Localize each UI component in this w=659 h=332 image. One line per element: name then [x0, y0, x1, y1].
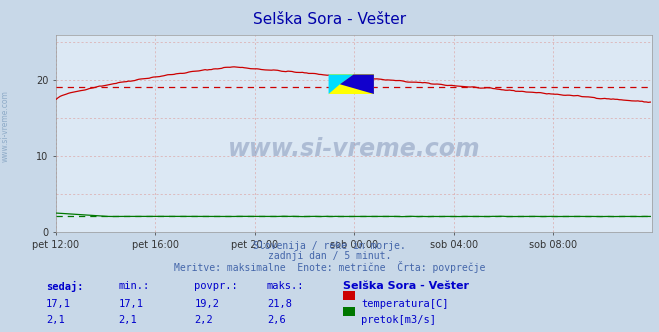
Text: maks.:: maks.: — [267, 281, 304, 290]
Text: 2,1: 2,1 — [46, 315, 65, 325]
Text: min.:: min.: — [119, 281, 150, 290]
Text: zadnji dan / 5 minut.: zadnji dan / 5 minut. — [268, 251, 391, 261]
Text: 21,8: 21,8 — [267, 299, 292, 309]
Text: 2,2: 2,2 — [194, 315, 213, 325]
Text: pretok[m3/s]: pretok[m3/s] — [361, 315, 436, 325]
Polygon shape — [329, 74, 353, 94]
Text: 2,6: 2,6 — [267, 315, 285, 325]
Text: temperatura[C]: temperatura[C] — [361, 299, 449, 309]
Text: 19,2: 19,2 — [194, 299, 219, 309]
Text: Selška Sora - Vešter: Selška Sora - Vešter — [253, 12, 406, 27]
Text: 17,1: 17,1 — [119, 299, 144, 309]
Bar — [329, 74, 374, 94]
Text: www.si-vreme.com: www.si-vreme.com — [228, 137, 480, 161]
Text: www.si-vreme.com: www.si-vreme.com — [1, 90, 10, 162]
Text: 17,1: 17,1 — [46, 299, 71, 309]
Polygon shape — [340, 74, 374, 94]
Text: Meritve: maksimalne  Enote: metrične  Črta: povprečje: Meritve: maksimalne Enote: metrične Črta… — [174, 261, 485, 273]
Text: sedaj:: sedaj: — [46, 281, 84, 291]
Text: Selška Sora - Vešter: Selška Sora - Vešter — [343, 281, 469, 290]
Text: Slovenija / reke in morje.: Slovenija / reke in morje. — [253, 241, 406, 251]
Text: povpr.:: povpr.: — [194, 281, 238, 290]
Text: 2,1: 2,1 — [119, 315, 137, 325]
